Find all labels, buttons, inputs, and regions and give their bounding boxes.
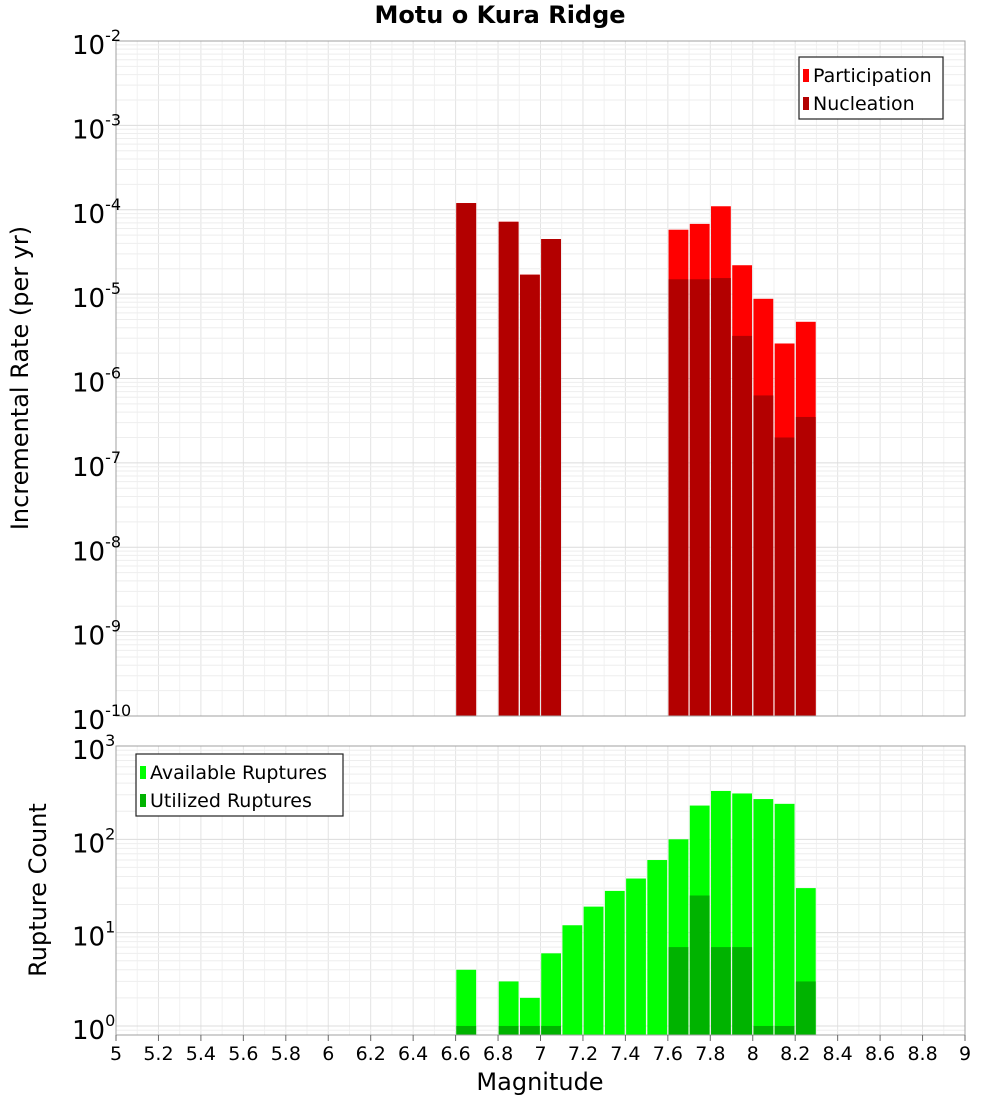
nucleation-bar xyxy=(519,274,540,716)
nucleation-bar xyxy=(732,335,753,716)
nucleation-bar xyxy=(711,278,731,716)
legend-box xyxy=(798,56,944,120)
bottom-y-axis-title: Rupture Count xyxy=(24,803,52,977)
nucleation-bar xyxy=(668,279,689,716)
utilized-ruptures-bar xyxy=(689,895,710,1035)
available-ruptures-bar xyxy=(626,878,646,1035)
x-tick-label: 7.8 xyxy=(695,1043,725,1065)
top-y-tick-label: 10-10 xyxy=(72,701,131,736)
utilized-ruptures-bar xyxy=(795,981,816,1035)
available-ruptures-bar xyxy=(774,803,795,1035)
legend-label: Nucleation xyxy=(813,93,915,115)
top-y-tick-label: 10-4 xyxy=(72,195,121,230)
available-ruptures-bar xyxy=(647,860,668,1035)
x-tick-label: 9 xyxy=(959,1043,971,1065)
top-y-tick-label: 10-2 xyxy=(72,26,121,61)
available-ruptures-bar xyxy=(562,925,583,1035)
plot-frame xyxy=(115,40,966,717)
top-plot-panel: 10-2 10-3 10-4 10-5 10-6 10-7 10-8 10-9 10-10 Par… xyxy=(72,26,966,736)
x-tick-label: 6.8 xyxy=(483,1043,513,1065)
top-y-tick-label: 10-7 xyxy=(72,448,121,483)
utilized-ruptures-bar xyxy=(498,1025,519,1035)
utilized-ruptures-bar xyxy=(519,1025,540,1035)
x-tick-label: 5 xyxy=(110,1043,122,1065)
x-tick-label: 6 xyxy=(322,1043,334,1065)
x-tick-label: 8.6 xyxy=(865,1043,895,1065)
utilized-ruptures-bar xyxy=(732,947,753,1035)
nucleation-bar xyxy=(774,437,795,716)
nucleation-bar xyxy=(456,203,477,716)
chart-title: Motu o Kura Ridge xyxy=(374,1,625,29)
x-tick-label: 5.8 xyxy=(271,1043,301,1065)
utilized-ruptures-bar xyxy=(456,1025,477,1035)
x-tick-label: 6.4 xyxy=(398,1043,428,1065)
nucleation-bar xyxy=(689,279,710,716)
legend-swatch xyxy=(803,69,809,82)
legend-swatch xyxy=(140,766,146,779)
nucleation-bar xyxy=(753,395,774,716)
x-tick-label: 8.8 xyxy=(907,1043,937,1065)
legend-swatch xyxy=(803,97,809,110)
utilized-ruptures-bar xyxy=(541,1025,562,1035)
bottom-y-tick-label: 102 xyxy=(72,824,115,859)
utilized-ruptures-bar xyxy=(774,1025,795,1035)
nucleation-bar xyxy=(498,221,519,716)
x-tick-label: 5.6 xyxy=(228,1043,258,1065)
utilized-ruptures-bar xyxy=(668,947,689,1035)
legend-swatch xyxy=(140,794,146,807)
available-ruptures-bar xyxy=(541,953,562,1035)
utilized-ruptures-bar xyxy=(711,947,731,1035)
available-ruptures-bar xyxy=(583,906,604,1035)
bottom-y-tick-label: 101 xyxy=(72,918,115,953)
x-tick-label: 8 xyxy=(747,1043,759,1065)
top-y-axis-title: Incremental Rate (per yr) xyxy=(6,226,34,530)
x-tick-label: 6.6 xyxy=(440,1043,470,1065)
legend-label: Available Ruptures xyxy=(150,762,327,784)
utilized-ruptures-bar xyxy=(753,1025,774,1035)
available-ruptures-bar xyxy=(519,997,540,1035)
x-tick-label: 5.2 xyxy=(143,1043,173,1065)
available-ruptures-bar xyxy=(456,969,477,1035)
x-tick-label: 5.4 xyxy=(186,1043,216,1065)
x-tick-label: 7.6 xyxy=(653,1043,683,1065)
top-y-tick-label: 10-9 xyxy=(72,617,121,652)
x-tick-label: 7.4 xyxy=(610,1043,640,1065)
top-y-tick-label: 10-5 xyxy=(72,279,121,314)
x-axis-title: Magnitude xyxy=(476,1068,603,1096)
x-tick-label: 7 xyxy=(534,1043,546,1065)
x-tick-label: 7.2 xyxy=(568,1043,598,1065)
top-y-tick-label: 10-8 xyxy=(72,532,121,567)
x-tick-label: 8.4 xyxy=(823,1043,853,1065)
available-ruptures-bar xyxy=(604,890,625,1035)
bottom-plot-panel: 103 102 101 100 Available Ruptures Utilized R… xyxy=(72,731,971,1065)
available-ruptures-bar xyxy=(753,799,774,1035)
top-y-tick-label: 10-6 xyxy=(72,364,121,399)
bottom-y-tick-label: 100 xyxy=(72,1011,115,1046)
nucleation-bar xyxy=(795,416,816,716)
legend-label: Participation xyxy=(813,65,932,87)
bottom-y-tick-label: 103 xyxy=(72,731,115,766)
nucleation-bar xyxy=(541,239,562,716)
legend-box xyxy=(135,753,344,817)
available-ruptures-bar xyxy=(498,981,519,1035)
x-tick-label: 8.2 xyxy=(780,1043,810,1065)
x-tick-label: 6.2 xyxy=(356,1043,386,1065)
top-y-tick-label: 10-3 xyxy=(72,110,121,145)
legend-label: Utilized Ruptures xyxy=(150,790,312,812)
